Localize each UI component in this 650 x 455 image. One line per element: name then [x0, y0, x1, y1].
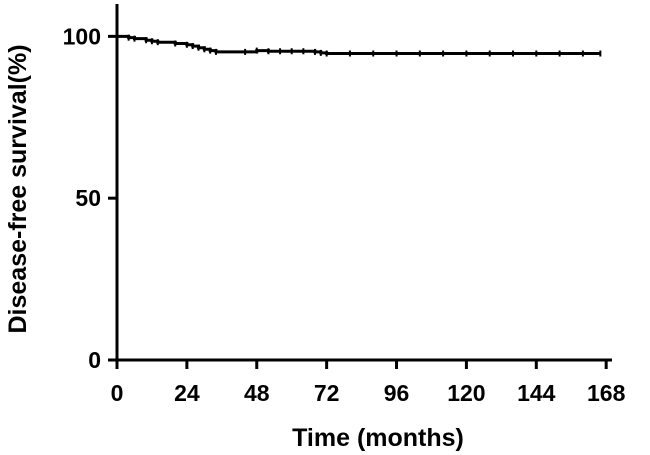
x-tick-label: 0: [111, 380, 124, 406]
x-tick-label: 144: [517, 380, 556, 406]
x-tick-label: 72: [314, 380, 340, 406]
survival-curve: [117, 34, 601, 56]
x-tick-label: 24: [174, 380, 200, 406]
x-tick-label: 168: [587, 380, 626, 406]
axes: 0 24 48 72 96 120 144 168 0 50 100: [63, 4, 626, 406]
y-tick-label: 0: [88, 347, 101, 373]
x-tick-label: 48: [244, 380, 270, 406]
plot-area: [117, 34, 602, 57]
y-axis-label: Disease-free survival(%): [4, 44, 32, 333]
y-tick-label: 50: [75, 185, 101, 211]
x-tick-label: 120: [447, 380, 485, 406]
x-tick-label: 96: [384, 380, 410, 406]
y-tick-label: 100: [63, 23, 101, 49]
x-axis-label: Time (months): [292, 424, 464, 452]
